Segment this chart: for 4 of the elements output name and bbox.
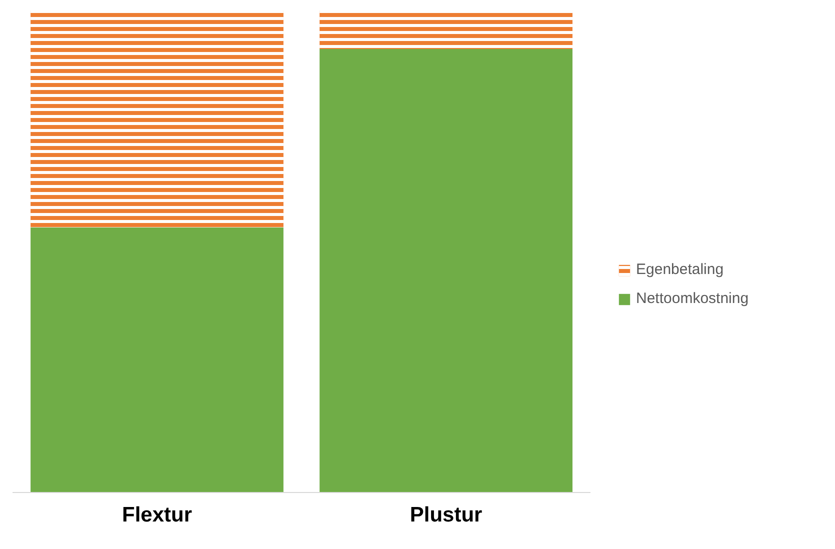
x-tick-label: Flextur: [122, 504, 192, 526]
legend-label: Nettoomkostning: [636, 290, 749, 307]
x-tick-label: Plustur: [410, 504, 482, 526]
legend-label: Egenbetaling: [636, 261, 724, 278]
